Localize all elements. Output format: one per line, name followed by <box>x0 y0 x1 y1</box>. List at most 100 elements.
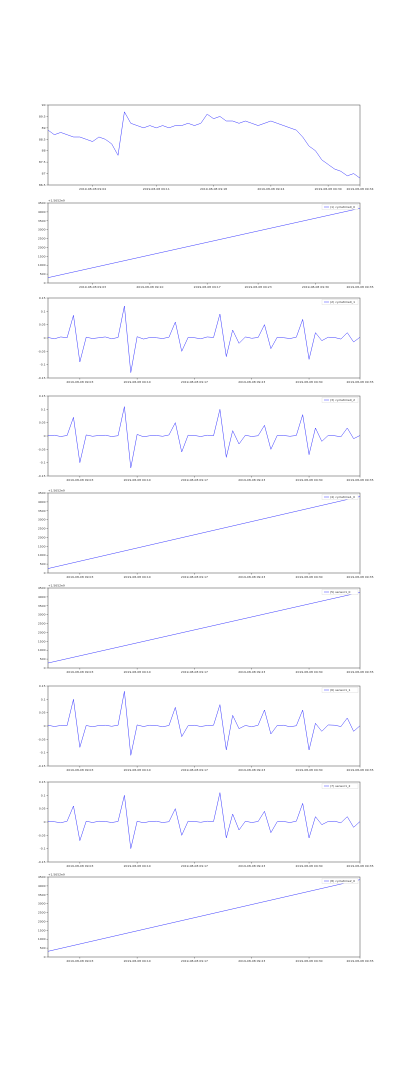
data-line <box>47 111 361 179</box>
y-tick-label: 89.5 <box>39 114 46 118</box>
x-tick-label: 2019-08-08 09:35 <box>346 575 373 579</box>
legend-label: (7) sensor1_2 <box>330 784 351 788</box>
y-tick-label: 1500 <box>38 928 46 932</box>
y-tick-label: 2500 <box>38 237 46 241</box>
y-tick-label: 0.1 <box>41 697 46 701</box>
y-tick-label: 2500 <box>38 622 46 626</box>
x-tick-label: 2019-08-08 09:03 <box>66 864 93 868</box>
x-tick-label: 2019-08-08 09:03 <box>79 285 106 289</box>
y-tick-label: 87.5 <box>39 160 46 164</box>
x-tick-label: 2019-08-08 09:10 <box>124 380 151 384</box>
x-tick-label: 2019-08-08 09:17 <box>181 864 208 868</box>
y-tick-label: 500 <box>40 272 46 276</box>
y-tick-label: 0.1 <box>41 793 46 797</box>
y-tick-label: 2500 <box>38 911 46 915</box>
legend-label: (8) cycletime2_0 <box>330 879 355 883</box>
y-tick-label: 3500 <box>38 604 46 608</box>
y-tick-label: 4500 <box>38 875 46 879</box>
data-line <box>47 406 361 469</box>
x-tick-label: 2019-08-08 09:03 <box>66 959 93 963</box>
y-tick-label: 0.15 <box>39 780 46 784</box>
x-tick-label: 2019-08-08 09:23 <box>238 768 265 772</box>
y-tick-label: -0.1 <box>40 363 46 367</box>
x-tick-label: 2019-08-08 09:18 <box>200 187 227 191</box>
offset-text: +1.5652e9 <box>48 584 65 588</box>
y-tick-label: 4000 <box>38 595 46 599</box>
y-tick-label: 87 <box>42 172 46 176</box>
y-tick-label: 86.5 <box>39 183 46 187</box>
y-tick-label: 4000 <box>38 210 46 214</box>
x-tick-label: 2019-08-08 09:10 <box>124 768 151 772</box>
y-tick-label: -0.15 <box>38 474 46 478</box>
y-tick-label: 0.15 <box>39 394 46 398</box>
y-tick-label: 0.05 <box>39 323 46 327</box>
x-tick-label: 2019-08-08 09:17 <box>181 478 208 482</box>
legend-box <box>321 397 359 403</box>
x-tick-label: 2019-08-08 09:23 <box>238 380 265 384</box>
x-tick-label: 2019-08-08 09:04 <box>79 187 106 191</box>
y-tick-label: -0.15 <box>38 376 46 380</box>
y-tick-label: 3000 <box>38 613 46 617</box>
y-tick-label: -0.05 <box>38 737 46 741</box>
x-tick-label: 2019-08-08 09:35 <box>346 380 373 384</box>
y-tick-label: 2000 <box>38 919 46 923</box>
y-tick-label: 2000 <box>38 535 46 539</box>
y-tick-label: -0.05 <box>38 833 46 837</box>
y-tick-label: 3000 <box>38 228 46 232</box>
y-tick-label: 4000 <box>38 500 46 504</box>
y-tick-label: -0.1 <box>40 461 46 465</box>
y-tick-label: 0.1 <box>41 407 46 411</box>
y-tick-label: 1000 <box>38 648 46 652</box>
data-line <box>47 792 361 849</box>
legend-label: (1) cycletime0_0 <box>330 205 355 209</box>
plot-frame <box>47 202 361 284</box>
legend-label: (2) cycletime0_1 <box>330 300 355 304</box>
legend-box <box>321 204 359 210</box>
legend-label: (3) cycletime0_2 <box>330 398 355 402</box>
y-tick-label: 1500 <box>38 639 46 643</box>
legend-box <box>321 589 359 595</box>
legend-box <box>321 783 359 789</box>
y-tick-label: 0.05 <box>39 807 46 811</box>
legend-label: (5) sensor1_0 <box>330 590 351 594</box>
y-tick-label: 0 <box>44 820 46 824</box>
y-tick-label: 2000 <box>38 245 46 249</box>
y-tick-label: 88 <box>42 149 46 153</box>
legend-box <box>321 299 359 305</box>
x-tick-label: 2019-08-08 09:35 <box>346 864 373 868</box>
y-tick-label: 4000 <box>38 884 46 888</box>
x-tick-label: 2019-08-08 09:17 <box>181 670 208 674</box>
y-tick-label: -0.15 <box>38 860 46 864</box>
legend-box <box>321 878 359 884</box>
x-tick-label: 2019-08-08 09:03 <box>66 575 93 579</box>
x-tick-label: 2019-08-08 09:03 <box>66 478 93 482</box>
y-tick-label: 0 <box>44 666 46 670</box>
y-tick-label: 500 <box>40 657 46 661</box>
x-tick-label: 2019-08-08 09:17 <box>181 768 208 772</box>
y-tick-label: 90 <box>42 103 46 107</box>
plot-frame <box>47 492 361 574</box>
y-tick-label: 0.05 <box>39 711 46 715</box>
y-tick-label: 4500 <box>38 491 46 495</box>
y-tick-label: 2500 <box>38 527 46 531</box>
y-tick-label: 500 <box>40 562 46 566</box>
x-tick-label: 2019-08-08 09:23 <box>238 959 265 963</box>
x-tick-label: 2019-08-08 09:10 <box>124 864 151 868</box>
x-tick-label: 2019-08-08 09:10 <box>136 285 163 289</box>
offset-text: +1.5652e9 <box>48 199 65 203</box>
x-tick-label: 2019-08-08 09:30 <box>302 285 329 289</box>
x-tick-label: 2019-08-08 09:23 <box>245 285 272 289</box>
y-tick-label: 1500 <box>38 544 46 548</box>
y-tick-label: 1000 <box>38 937 46 941</box>
y-tick-label: 1000 <box>38 263 46 267</box>
y-tick-label: 2000 <box>38 630 46 634</box>
y-tick-label: 4500 <box>38 586 46 590</box>
x-tick-label: 2019-08-08 09:03 <box>66 380 93 384</box>
x-tick-label: 2019-08-08 09:03 <box>66 670 93 674</box>
x-tick-label: 2019-08-08 09:30 <box>296 670 323 674</box>
y-tick-label: -0.15 <box>38 764 46 768</box>
data-line <box>47 691 361 756</box>
y-tick-label: 1000 <box>38 553 46 557</box>
x-tick-label: 2019-08-08 09:17 <box>194 285 221 289</box>
